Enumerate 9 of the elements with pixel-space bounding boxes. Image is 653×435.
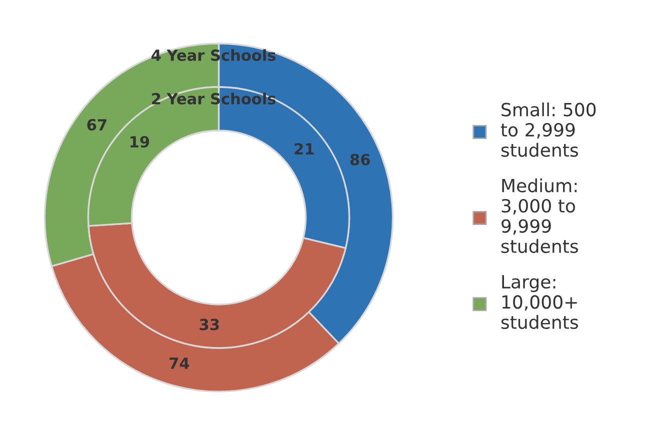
legend-label: Small: 500 to 2,999 students — [500, 102, 596, 157]
data-label: 21 — [294, 143, 314, 154]
data-label: 74 — [170, 358, 190, 369]
legend-label: Medium: 3,000 to 9,999 students — [501, 178, 578, 254]
data-label: 86 — [350, 154, 370, 166]
data-label: 67 — [87, 119, 106, 131]
data-label: 19 — [130, 136, 150, 148]
legend-label: Large: 10,000+ students — [501, 275, 578, 330]
data-label: 33 — [200, 318, 219, 330]
